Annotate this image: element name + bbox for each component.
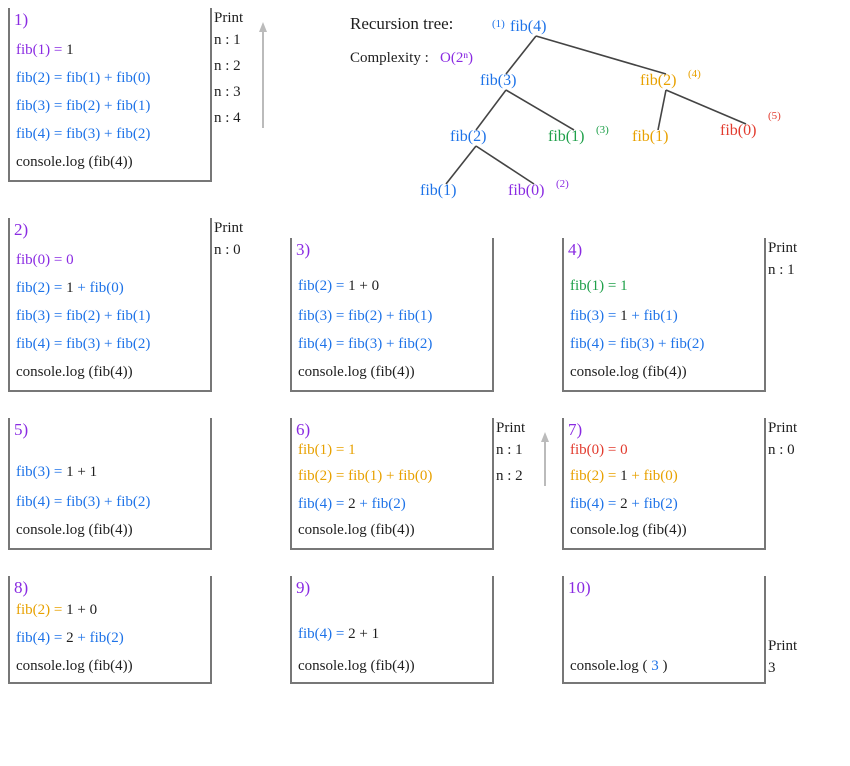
stack-line: fib(4) = 2 + fib(2) [16,630,124,647]
print-item: n : 1 [768,262,795,279]
panel-number: 5) [14,420,28,440]
print-item: n : 2 [496,468,523,485]
print-item: n : 1 [214,32,241,49]
panel-number: 2) [14,220,28,240]
stack-line: console.log (fib(4)) [298,364,415,381]
stack-line: fib(2) = fib(1) + fib(0) [298,468,432,485]
tree-node: fib(2) [640,72,676,90]
print-item: n : 1 [496,442,523,459]
stack-line: console.log (fib(4)) [298,658,415,675]
stack-line: fib(2) = 1 + fib(0) [570,468,678,485]
stack-line: fib(3) = 1 + 1 [16,464,97,481]
print-title: Print [768,240,797,257]
panel-number: 9) [296,578,310,598]
panel-number: 6) [296,420,310,440]
stack-line: fib(1) = 1 [298,442,356,459]
tree-node: fib(0) [720,122,756,140]
stack-line: fib(4) = 2 + fib(2) [570,496,678,513]
stack-line: console.log (fib(4)) [16,364,133,381]
stack-line: console.log (fib(4)) [570,364,687,381]
stack-line: console.log (fib(4)) [16,522,133,539]
stack-line: console.log (fib(4)) [570,522,687,539]
stack-line: fib(4) = fib(3) + fib(2) [298,336,432,353]
stack-line: fib(4) = fib(3) + fib(2) [16,336,150,353]
tree-node-superscript: (3) [596,124,609,136]
print-item: n : 4 [214,110,241,127]
panel-number: 1) [14,10,28,30]
stack-line: fib(4) = 2 + fib(2) [298,496,406,513]
stack-line: fib(3) = fib(2) + fib(1) [16,308,150,325]
print-title: Print [768,638,797,655]
stack-line: fib(3) = 1 + fib(1) [570,308,678,325]
tree-node-superscript: (1) [492,18,505,30]
panel-number: 10) [568,578,591,598]
panel-number: 8) [14,578,28,598]
tree-node: fib(4) [510,18,546,36]
stack-line: fib(4) = fib(3) + fib(2) [16,126,150,143]
panel-number: 7) [568,420,582,440]
tree-node: fib(0) [508,182,544,200]
print-title: Print [768,420,797,437]
stack-line: fib(2) = 1 + fib(0) [16,280,124,297]
stack-line: console.log (fib(4)) [16,658,133,675]
stack-line: fib(1) = 1 [16,42,74,59]
stack-line: fib(2) = 1 + 0 [298,278,379,295]
print-arrow-stem [262,30,264,128]
tree-node: fib(1) [632,128,668,146]
stack-line: fib(2) = 1 + 0 [16,602,97,619]
stack-line: console.log (fib(4)) [298,522,415,539]
tree-node-superscript: (2) [556,178,569,190]
stack-line: console.log (fib(4)) [16,154,133,171]
stack-line: fib(4) = fib(3) + fib(2) [16,494,150,511]
tree-node-superscript: (5) [768,110,781,122]
print-item: n : 2 [214,58,241,75]
stack-line: fib(4) = fib(3) + fib(2) [570,336,704,353]
stack-line: console.log ( 3 ) [570,658,667,675]
print-title: Print [214,10,243,27]
print-title: Print [214,220,243,237]
panel-number: 4) [568,240,582,260]
tree-node: fib(1) [420,182,456,200]
stack-line: fib(0) = 0 [570,442,628,459]
print-item: n : 0 [768,442,795,459]
print-title: Print [496,420,525,437]
tree-node: fib(2) [450,128,486,146]
print-arrow-stem [544,440,546,486]
stack-line: fib(3) = fib(2) + fib(1) [16,98,150,115]
print-arrow-head [541,432,549,442]
print-item: n : 0 [214,242,241,259]
stack-line: fib(3) = fib(2) + fib(1) [298,308,432,325]
print-arrow-head [259,22,267,32]
stack-line: fib(1) = 1 [570,278,628,295]
print-item: 3 [768,660,776,677]
stack-line: fib(2) = fib(1) + fib(0) [16,70,150,87]
stack-line: fib(4) = 2 + 1 [298,626,379,643]
tree-node-superscript: (4) [688,68,701,80]
stack-line: fib(0) = 0 [16,252,74,269]
tree-node: fib(3) [480,72,516,90]
print-item: n : 3 [214,84,241,101]
panel-number: 3) [296,240,310,260]
tree-node: fib(1) [548,128,584,146]
